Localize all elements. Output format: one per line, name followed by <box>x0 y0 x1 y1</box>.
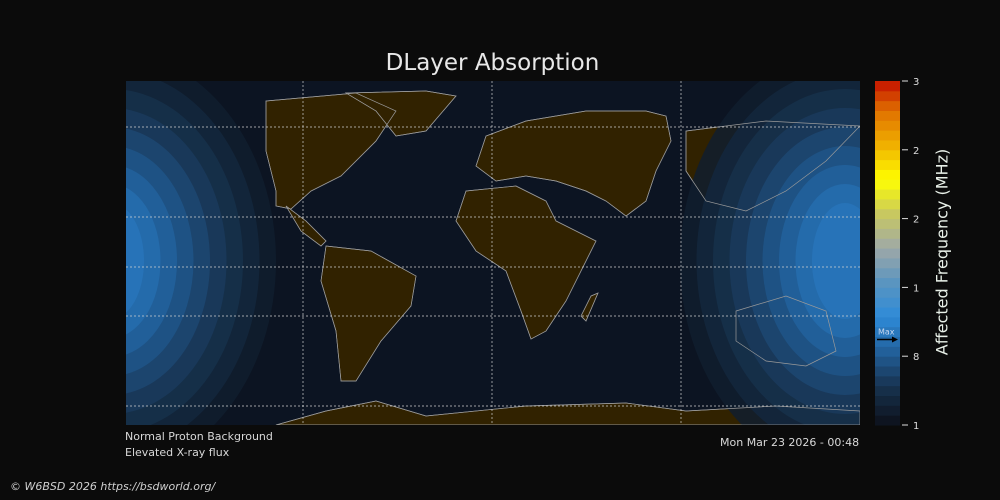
colorbar-tick-label: 8 <box>913 352 919 363</box>
colorbar-band <box>875 415 900 426</box>
colorbar-band <box>875 81 900 92</box>
colorbar-band <box>875 287 900 298</box>
xray-status: Elevated X-ray flux <box>125 446 230 459</box>
antarctica <box>275 400 860 425</box>
colorbar-band <box>875 179 900 190</box>
proton-status: Normal Proton Background <box>125 430 273 443</box>
chart-title: DLayer Absorption <box>385 50 600 76</box>
colorbar-band <box>875 149 900 161</box>
colorbar-band <box>875 198 900 210</box>
absorption-contours <box>126 81 860 425</box>
colorbar-band <box>875 139 900 151</box>
south-america <box>320 245 417 382</box>
colorbar-band <box>875 297 900 308</box>
colorbar-tick-label: 29 <box>913 146 920 157</box>
north-america <box>265 92 397 210</box>
colorbar-band <box>875 366 900 377</box>
colorbar-band <box>875 248 900 259</box>
colorbar: 36 29 22 15 8 1 Max <box>875 77 920 432</box>
africa <box>455 185 597 340</box>
madagascar <box>580 292 599 322</box>
absorption-band <box>126 209 144 313</box>
colorbar-band <box>875 218 900 229</box>
colorbar-band <box>875 257 900 269</box>
east-asia <box>685 120 860 212</box>
europe-asia <box>475 110 672 217</box>
colorbar-band <box>875 159 900 170</box>
absorption-band <box>812 203 860 319</box>
colorbar-band <box>875 189 900 200</box>
colorbar-label: Affected Frequency (MHz) <box>932 148 952 356</box>
max-label: Max <box>878 327 895 336</box>
colorbar-band <box>875 307 900 318</box>
greenland <box>344 90 457 137</box>
colorbar-band <box>875 385 900 397</box>
colorbar-band <box>875 277 900 288</box>
max-marker: Max <box>877 327 898 343</box>
colorbar-band <box>875 228 900 239</box>
colorbar-band <box>875 238 900 249</box>
colorbar-band <box>875 130 900 141</box>
colorbar-band <box>875 100 900 111</box>
timestamp: Mon Mar 23 2026 - 00:48 <box>720 436 860 449</box>
colorbar-band <box>875 267 900 279</box>
colorbar-tick-label: 22 <box>913 215 920 226</box>
colorbar-band <box>875 326 900 338</box>
colorbar-band <box>875 208 900 220</box>
colorbar-band <box>875 90 900 102</box>
colorbar-band <box>875 336 900 347</box>
copyright: © W6BSD 2026 https://bsdworld.org/ <box>10 480 216 493</box>
colorbar-band <box>875 316 900 328</box>
absorption-map <box>126 81 860 425</box>
colorbar-band <box>875 356 900 367</box>
colorbar-band <box>875 110 900 121</box>
australia <box>735 295 837 367</box>
gridlines <box>126 81 860 425</box>
colorbar-tick-label: 1 <box>913 421 919 432</box>
colorbar-tick-label: 36 <box>913 77 920 88</box>
colorbar-tick-label: 15 <box>913 283 920 294</box>
colorbar-band <box>875 395 900 406</box>
colorbar-band <box>875 120 900 131</box>
colorbar-band <box>875 405 900 416</box>
colorbar-band <box>875 169 900 180</box>
colorbar-band <box>875 346 900 357</box>
coastlines <box>265 90 860 425</box>
colorbar-band <box>875 375 900 387</box>
